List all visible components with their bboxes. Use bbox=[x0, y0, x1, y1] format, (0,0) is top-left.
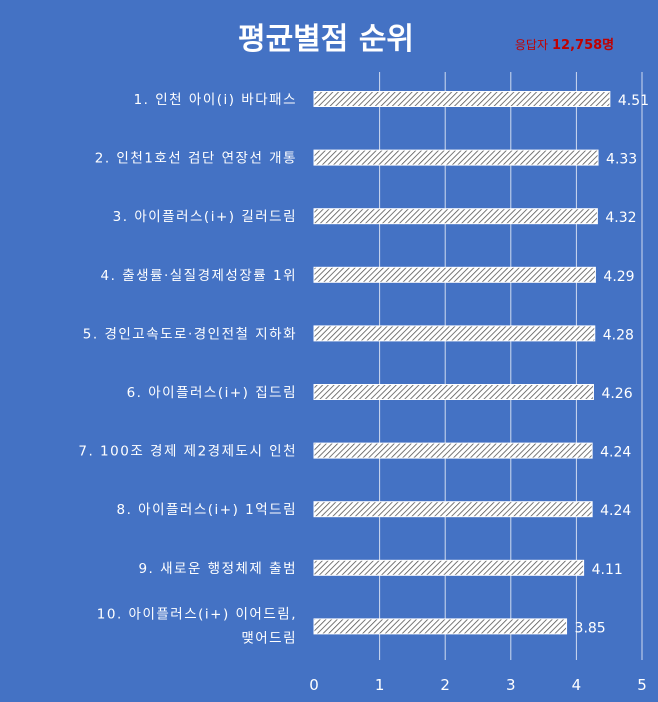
x-tick-label: 0 bbox=[309, 676, 319, 694]
chart-title: 평균별점 순위 bbox=[238, 22, 414, 57]
x-tick-label: 3 bbox=[506, 676, 516, 694]
category-label: 5. 경인고속도로·경인전철 지하화 bbox=[83, 326, 297, 342]
bar bbox=[313, 149, 599, 166]
category-label: 7. 100조 경제 제2경제도시 인천 bbox=[78, 444, 297, 460]
value-label: 4.29 bbox=[603, 269, 634, 285]
category-label: 8. 아이플러스(i+) 1억드림 bbox=[116, 502, 297, 518]
bar bbox=[313, 266, 596, 283]
value-label: 4.28 bbox=[603, 327, 634, 343]
x-tick-label: 4 bbox=[572, 676, 582, 694]
bar bbox=[313, 384, 594, 400]
value-label: 4.26 bbox=[601, 386, 632, 402]
bar bbox=[313, 208, 598, 225]
value-label: 4.11 bbox=[592, 562, 623, 578]
bar bbox=[313, 501, 593, 518]
bar bbox=[313, 442, 593, 459]
bar bbox=[313, 91, 611, 107]
category-label: 3. 아이플러스(i+) 길러드림 bbox=[113, 209, 297, 225]
category-label: 9. 새로운 행정체제 출범 bbox=[138, 561, 297, 577]
value-label: 4.33 bbox=[606, 152, 637, 168]
x-tick-label: 2 bbox=[440, 676, 450, 694]
value-label: 4.24 bbox=[600, 503, 631, 519]
plot-area: 0 1 2 3 4 5 4.51 1. 인천 아이(i) 바다패스 4.33 2. 인천1호선 검… bbox=[78, 72, 649, 694]
category-label: 6. 아이플러스(i+) 집드림 bbox=[127, 385, 297, 401]
value-label: 3.85 bbox=[575, 620, 606, 636]
value-label: 4.51 bbox=[618, 93, 649, 109]
category-label: 1. 인천 아이(i) 바다패스 bbox=[134, 92, 297, 108]
x-tick-label: 1 bbox=[375, 676, 385, 694]
category-label: 맺어드림 bbox=[241, 630, 297, 646]
bar bbox=[313, 559, 585, 576]
respondents-count: 12,758명 bbox=[552, 37, 614, 53]
respondents-label: 응답자 bbox=[515, 38, 548, 52]
category-label: 4. 출생률·실질경제성장률 1위 bbox=[101, 268, 297, 284]
category-label: 2. 인천1호선 검단 연장선 개통 bbox=[95, 151, 297, 167]
value-label: 4.32 bbox=[605, 210, 636, 226]
bar bbox=[313, 325, 596, 342]
bar bbox=[313, 618, 568, 635]
category-label: 10. 아이플러스(i+) 이어드림, bbox=[97, 606, 297, 622]
value-label: 4.24 bbox=[600, 445, 631, 461]
x-tick-label: 5 bbox=[637, 676, 647, 694]
